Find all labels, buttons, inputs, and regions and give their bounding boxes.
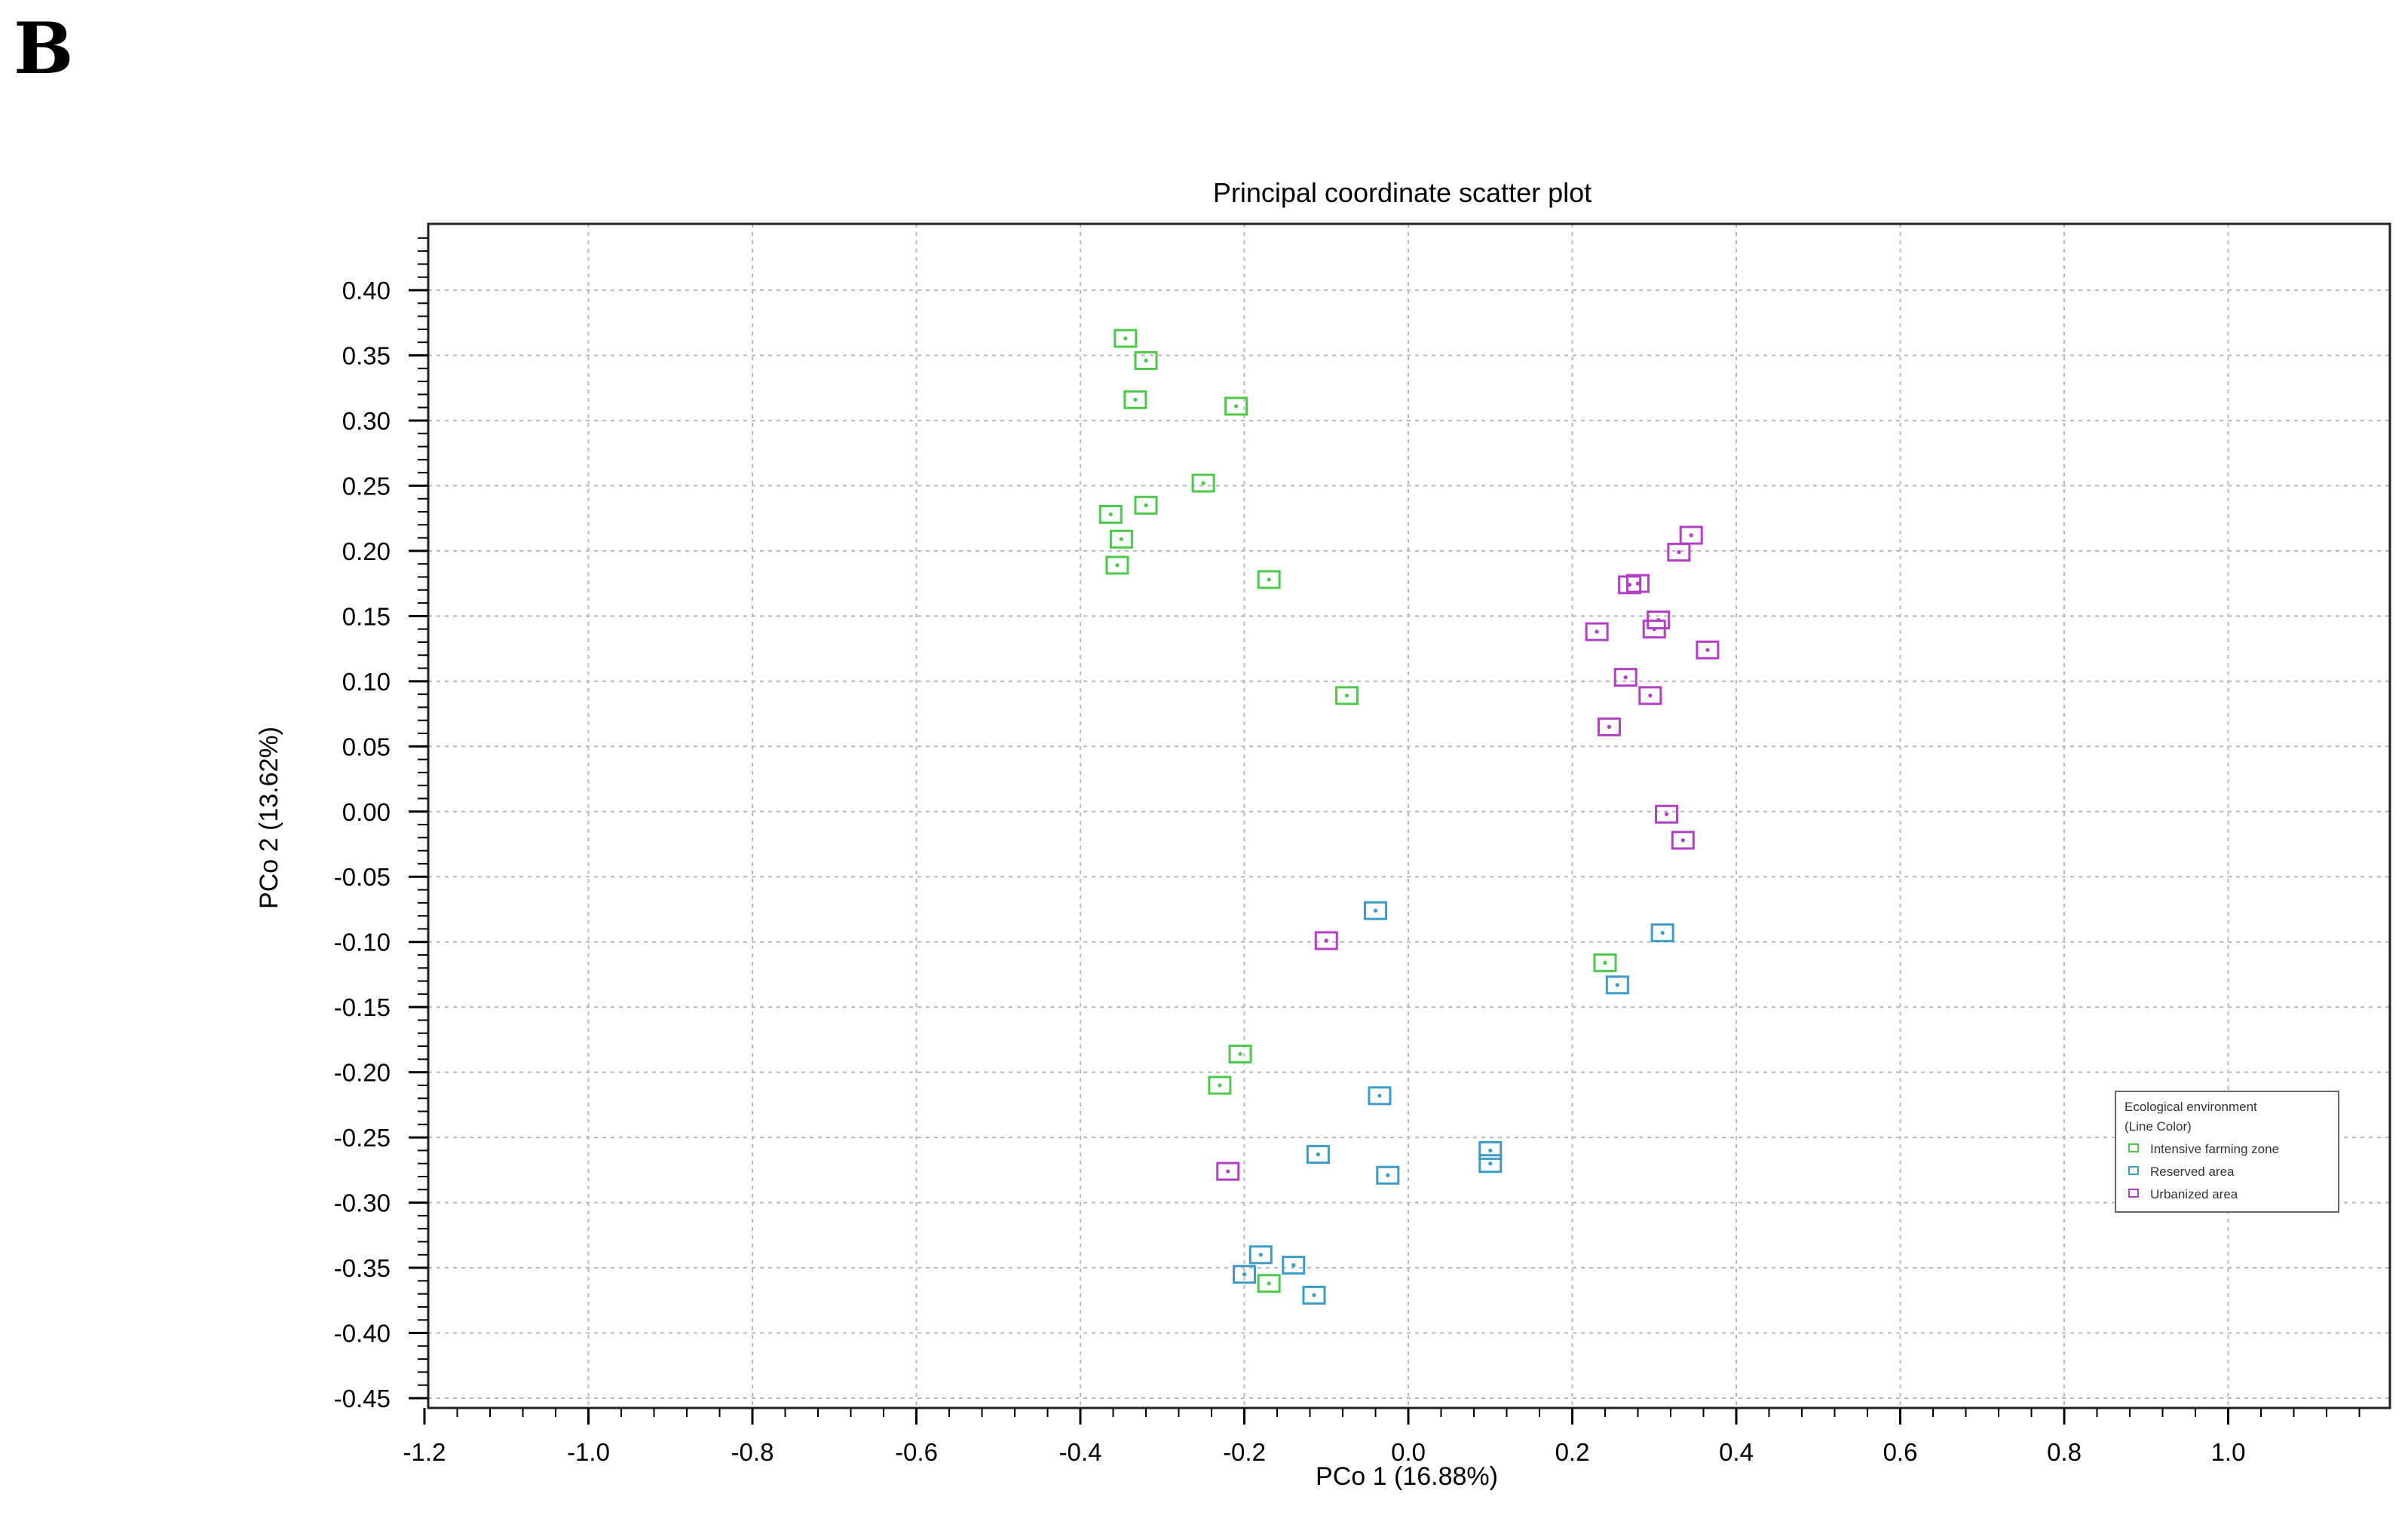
scatter-point <box>1257 570 1281 589</box>
scatter-point <box>1228 1044 1252 1064</box>
scatter-point <box>1257 1274 1281 1293</box>
scatter-point <box>1667 543 1691 562</box>
scatter-point <box>1593 953 1617 972</box>
legend-label: Reserved area <box>2150 1165 2235 1179</box>
x-tick-label: 0.8 <box>2047 1438 2082 1466</box>
scatter-point <box>1134 495 1158 515</box>
scatter-point <box>1098 504 1123 524</box>
legend-swatch <box>2128 1166 2139 1175</box>
x-tick-label: 0.6 <box>1883 1438 1918 1466</box>
x-tick-labels: -1.2 -1.0 -0.8 -0.6 -0.4 -0.2 0.0 0.2 0.4 0.6 0.8 1… <box>403 1438 2246 1466</box>
scatter-point <box>1585 622 1609 641</box>
y-tick-label: -0.10 <box>334 929 391 956</box>
y-tick-label: -0.20 <box>334 1059 391 1087</box>
scatter-point <box>1364 901 1387 920</box>
x-tick-label: 0.0 <box>1391 1438 1426 1466</box>
x-tick-label: -0.4 <box>1059 1438 1102 1466</box>
legend-title: Ecological environment <box>2125 1100 2257 1114</box>
y-tick-label: -0.05 <box>334 863 391 891</box>
scatter-point <box>1638 686 1662 705</box>
y-tick-label: 0.00 <box>342 798 391 826</box>
y-tick-label: 0.35 <box>342 341 391 369</box>
y-tick-label: 0.30 <box>342 407 391 435</box>
y-tick-labels: 0.40 0.35 0.30 0.25 0.20 0.15 0.10 0.05 0.00 -0.0… <box>334 277 391 1412</box>
legend: Ecological environment (Line Color) Inte… <box>2115 1091 2339 1213</box>
scatter-point <box>1626 574 1650 593</box>
scatter-point <box>1613 668 1638 687</box>
x-tick-label: 0.4 <box>1719 1438 1754 1466</box>
panel-label: B <box>14 8 74 90</box>
y-axis-title: PCo 2 (13.62%) <box>255 727 283 909</box>
scatter-point <box>1478 1140 1503 1160</box>
legend-entry: Urbanized area <box>2128 1187 2238 1201</box>
y-tick-label: -0.45 <box>334 1385 391 1412</box>
scatter-point <box>1642 620 1666 639</box>
scatter-point <box>1224 396 1248 416</box>
x-tick-label: -1.0 <box>567 1438 610 1466</box>
scatter-point <box>1208 1076 1232 1095</box>
scatter-point <box>1109 529 1133 549</box>
scatter-point <box>1679 525 1703 545</box>
y-tick-label: 0.25 <box>342 472 391 500</box>
scatter-point <box>1376 1165 1400 1185</box>
scatter-point <box>1282 1256 1306 1275</box>
legend-swatch <box>2128 1143 2139 1152</box>
scatter-point <box>1650 923 1674 943</box>
scatter-point <box>1233 1265 1256 1284</box>
legend-box <box>2115 1091 2339 1213</box>
legend-label: Urbanized area <box>2150 1187 2238 1201</box>
scatter-point <box>1696 640 1720 660</box>
y-tick-label: 0.05 <box>342 733 391 761</box>
legend-label: Intensive farming zone <box>2150 1142 2279 1156</box>
y-tick-label: -0.40 <box>334 1320 391 1348</box>
scatter-point <box>1306 1145 1330 1165</box>
scatter-point <box>1314 931 1338 950</box>
grid-lines <box>428 224 2390 1408</box>
legend-subtitle: (Line Color) <box>2125 1119 2192 1134</box>
scatter-point <box>1216 1161 1240 1181</box>
axis-ticks <box>409 237 2361 1425</box>
legend-entry: Reserved area <box>2128 1165 2235 1179</box>
data-points <box>1098 329 1720 1305</box>
x-tick-label: -0.8 <box>731 1438 774 1466</box>
series-reserved-area <box>1233 901 1674 1305</box>
y-tick-label: 0.40 <box>342 277 391 305</box>
x-tick-label: -0.2 <box>1223 1438 1266 1466</box>
x-tick-label: 0.2 <box>1555 1438 1590 1466</box>
x-axis-title: PCo 1 (16.88%) <box>1316 1462 1498 1491</box>
scatter-point <box>1618 575 1642 595</box>
y-tick-label: -0.35 <box>334 1254 391 1282</box>
series-intensive-farming-zone <box>1098 329 1617 1293</box>
y-tick-label: -0.15 <box>334 993 391 1021</box>
scatter-point <box>1655 804 1679 824</box>
y-tick-label: 0.20 <box>342 537 391 565</box>
series-urbanized-area <box>1216 525 1720 1181</box>
scatter-point <box>1334 686 1359 705</box>
x-tick-label: -0.6 <box>895 1438 938 1466</box>
x-tick-label: -1.2 <box>403 1438 446 1466</box>
scatter-point <box>1597 717 1621 736</box>
scatter-point <box>1105 555 1129 575</box>
scatter-point <box>1248 1245 1273 1265</box>
legend-items: Intensive farming zone Reserved area Urban… <box>2128 1142 2279 1201</box>
y-tick-label: 0.15 <box>342 602 391 630</box>
scatter-point <box>1191 473 1215 493</box>
scatter-point <box>1368 1086 1392 1106</box>
chart-title: Principal coordinate scatter plot <box>1213 177 1592 208</box>
y-tick-label: -0.25 <box>334 1124 391 1152</box>
legend-entry: Intensive farming zone <box>2128 1142 2279 1156</box>
scatter-point <box>1123 390 1147 409</box>
y-tick-label: -0.30 <box>334 1189 391 1217</box>
x-tick-label: 1.0 <box>2211 1438 2246 1466</box>
scatter-point <box>1134 350 1158 370</box>
scatter-point <box>1302 1285 1326 1305</box>
scatter-point <box>1605 975 1629 995</box>
scatter-point <box>1478 1154 1503 1174</box>
scatter-point <box>1114 329 1138 348</box>
y-tick-label: 0.10 <box>342 668 391 696</box>
scatter-point <box>1671 831 1695 850</box>
legend-swatch <box>2128 1189 2139 1198</box>
